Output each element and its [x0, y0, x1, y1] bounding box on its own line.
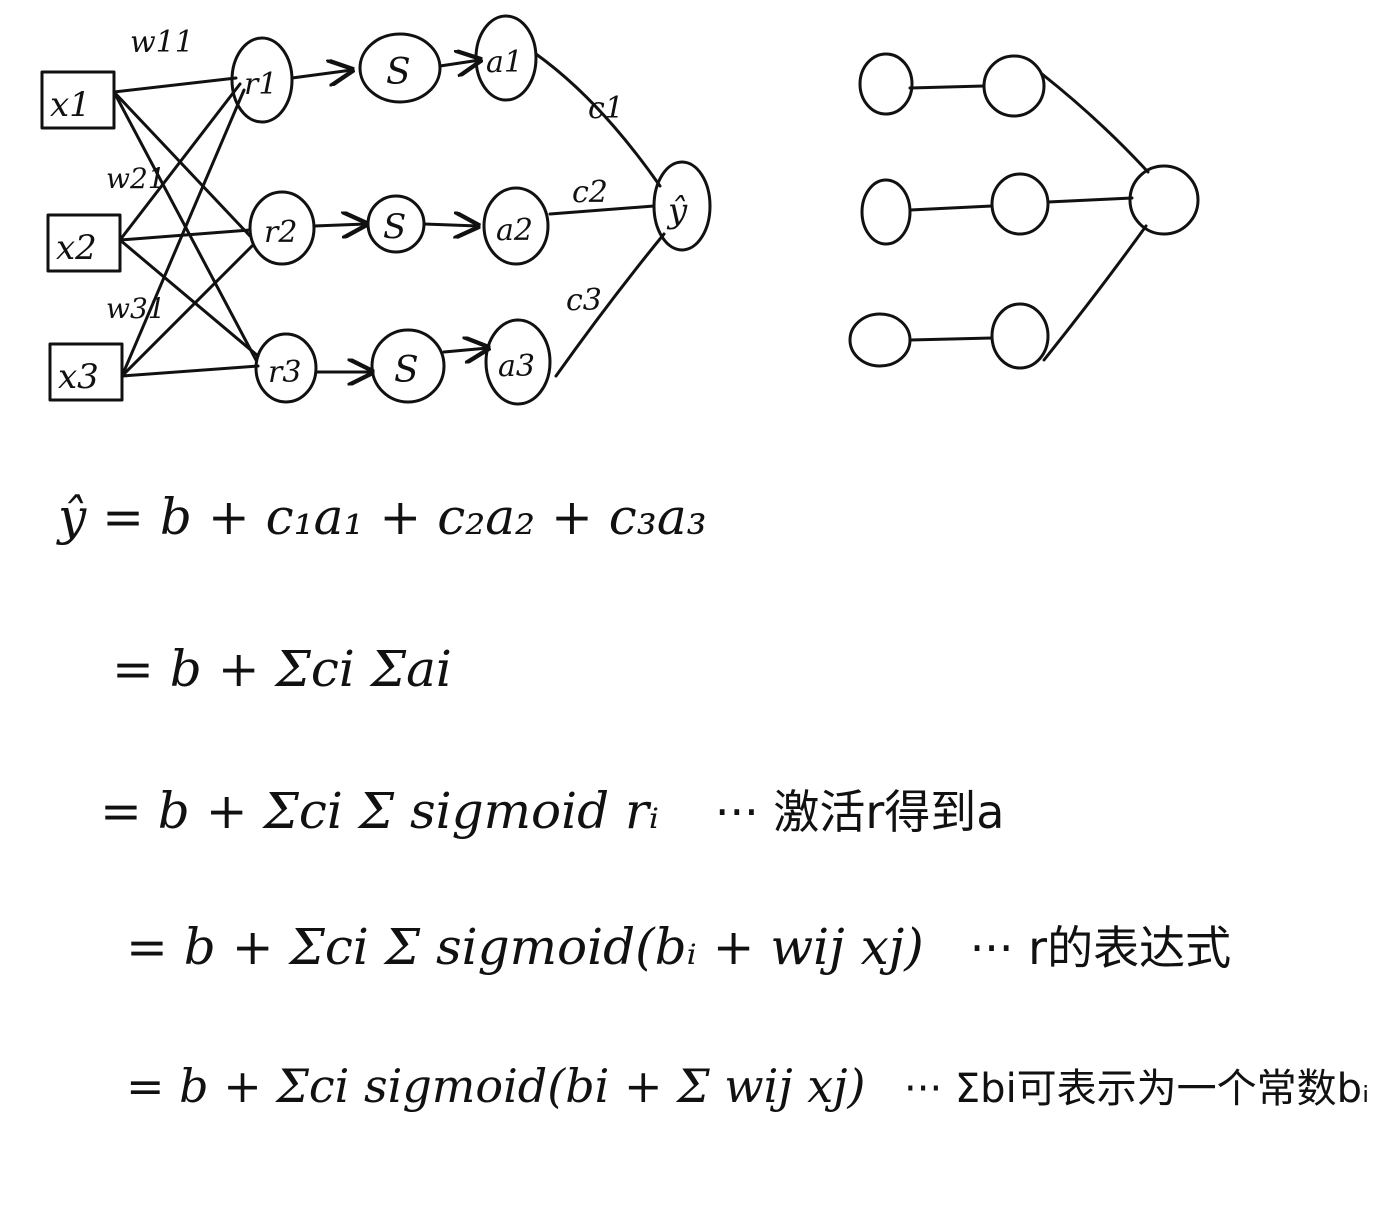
arrow-s3-a3 [442, 348, 488, 352]
equation-expr: = b + Σci Σ sigmoid(bᵢ + wij xj) [126, 918, 924, 976]
a-node-3: a3 [484, 318, 552, 406]
r-node-1: r1 [230, 36, 294, 124]
svg-text:x3: x3 [58, 357, 99, 397]
equation-line-2: = b + Σci Σai [112, 640, 452, 698]
a-node-2: a2 [482, 186, 550, 266]
equation-expr: = b + Σci Σ sigmoid rᵢ [100, 782, 659, 840]
svg-text:S: S [394, 350, 419, 391]
equation-line-1: ŷ = b + c₁a₁ + c₂a₂ + c₃a₃ [58, 488, 707, 546]
r-node-3: r3 [254, 332, 318, 404]
sigmoid-node-2: S [366, 194, 426, 254]
equation-note: ··· r的表达式 [969, 921, 1232, 975]
arrow-r2-s2 [312, 224, 366, 226]
weight-label-c2: c2 [572, 175, 608, 210]
svg-text:r2: r2 [264, 215, 297, 250]
equation-expr: ŷ = b + c₁a₁ + c₂a₂ + c₃a₃ [58, 488, 707, 546]
input-box-x2: x2 [46, 213, 122, 273]
input-box-x3: x3 [48, 342, 124, 402]
edge-a1-y [534, 52, 662, 188]
edge-a3-y [554, 232, 666, 378]
svg-text:a2: a2 [496, 213, 533, 248]
equation-line-5: = b + Σci sigmoid(bi + Σ wij xj) ··· Σbi… [126, 1056, 1369, 1114]
r-node-2: r2 [248, 190, 316, 266]
svg-text:a1: a1 [486, 45, 523, 80]
output-node-y: ŷ [652, 160, 712, 252]
input-to-r-connections [112, 76, 260, 378]
svg-text:a3: a3 [498, 349, 535, 384]
weight-label-c1: c1 [588, 91, 624, 126]
simplified-network [848, 52, 1200, 370]
arrow-s2-a2 [422, 224, 478, 226]
arrow-r1-s1 [290, 70, 352, 78]
svg-text:x2: x2 [56, 228, 97, 268]
input-box-x1: x1 [40, 70, 116, 130]
equation-note: ··· 激活r得到a [714, 785, 1005, 839]
equation-note: ··· Σbi可表示为一个常数bᵢ [904, 1066, 1370, 1112]
equation-expr: = b + Σci Σai [112, 640, 452, 698]
a-node-1: a1 [474, 14, 538, 102]
equation-line-4: = b + Σci Σ sigmoid(bᵢ + wij xj) ··· r的表… [126, 912, 1231, 978]
svg-text:S: S [386, 52, 411, 93]
weight-label-w11: w11 [130, 25, 194, 60]
svg-text:r3: r3 [268, 355, 301, 390]
sigmoid-node-1: S [358, 32, 442, 104]
equation-line-3: = b + Σci Σ sigmoid rᵢ ··· 激活r得到a [100, 776, 1004, 842]
edge-a2-y [548, 204, 656, 216]
svg-text:x1: x1 [50, 85, 91, 125]
equation-expr: = b + Σci sigmoid(bi + Σ wij xj) [126, 1059, 866, 1113]
svg-text:ŷ: ŷ [666, 191, 688, 231]
arrow-s1-a1 [438, 60, 480, 66]
svg-text:r1: r1 [244, 67, 277, 102]
weight-label-c3: c3 [566, 283, 602, 318]
svg-text:S: S [383, 207, 406, 247]
sigmoid-node-3: S [370, 328, 446, 404]
